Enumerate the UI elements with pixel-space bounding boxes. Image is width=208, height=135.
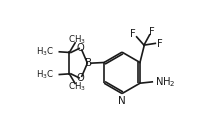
Text: N: N [118,96,126,106]
Text: CH$_3$: CH$_3$ [68,33,86,46]
Text: CH$_3$: CH$_3$ [68,80,86,93]
Text: F: F [149,27,155,37]
Text: NH$_2$: NH$_2$ [155,75,176,89]
Text: H$_3$C: H$_3$C [36,45,54,58]
Text: F: F [157,39,163,49]
Text: B: B [85,58,92,68]
Text: O: O [77,43,85,53]
Text: O: O [77,73,85,83]
Text: H$_3$C: H$_3$C [36,68,54,81]
Text: F: F [130,29,136,39]
